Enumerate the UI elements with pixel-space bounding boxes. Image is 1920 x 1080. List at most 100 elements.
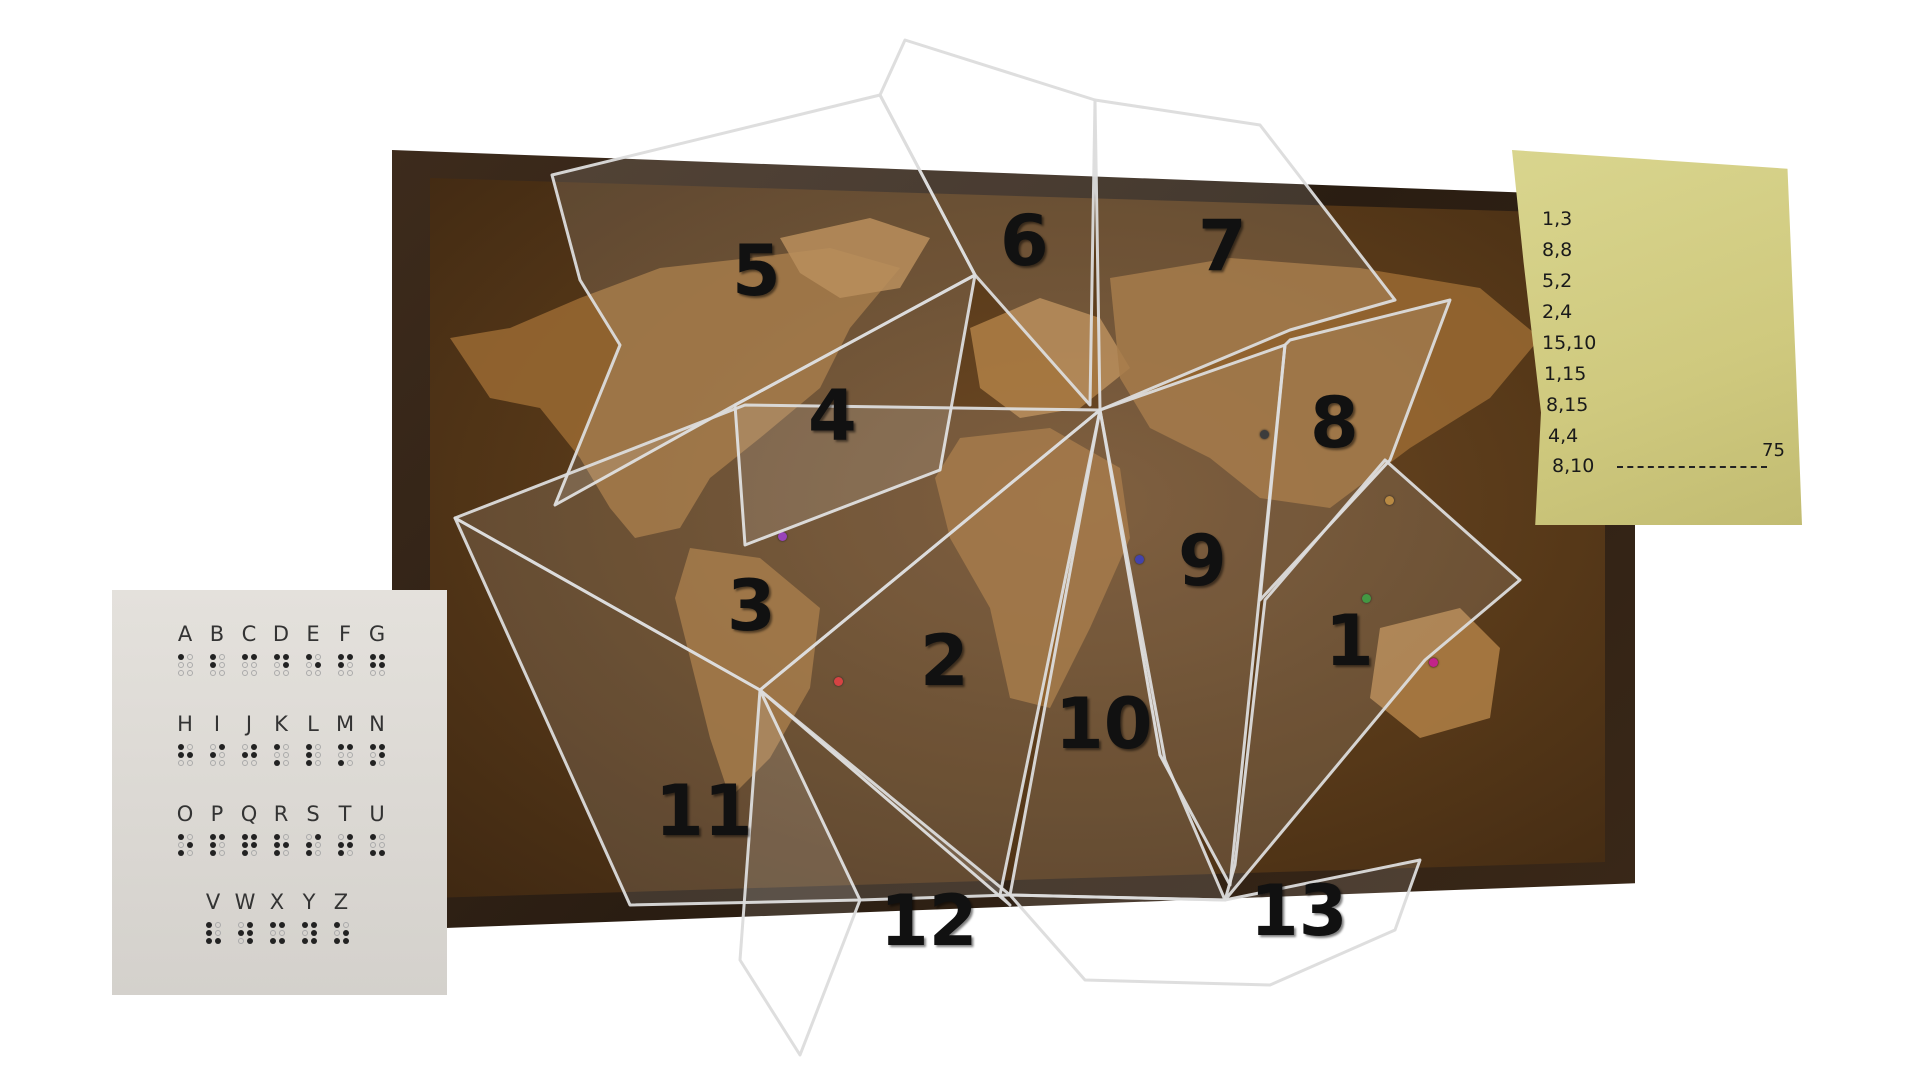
braille-dot: [273, 850, 280, 856]
braille-dot: [346, 654, 353, 660]
braille-dot: [218, 654, 225, 660]
shard-4[interactable]: [733, 273, 977, 547]
braille-dot: [346, 842, 353, 848]
braille-dot: [209, 752, 216, 758]
braille-dot: [342, 930, 349, 936]
answer-blank-dashes: [1617, 466, 1767, 468]
braille-letter: T: [338, 802, 352, 826]
braille-dot: [378, 842, 385, 848]
asia-shape: [1110, 258, 1540, 508]
braille-cell-a: A: [172, 622, 198, 676]
braille-dot: [305, 662, 312, 668]
braille-dot: [177, 744, 184, 750]
braille-cell-f: F: [332, 622, 358, 676]
braille-dot: [237, 930, 244, 936]
braille-dot: [186, 834, 193, 840]
sticky-note[interactable]: 1,3 8,8 5,2 2,4 15,10 1,15 8,15 4,4 8,10…: [1512, 150, 1802, 525]
map-pin-red[interactable]: [834, 677, 843, 686]
braille-dot: [282, 760, 289, 766]
braille-cell-c: C: [236, 622, 262, 676]
braille-letter: I: [213, 712, 221, 736]
map-pin-blue[interactable]: [1135, 555, 1144, 564]
braille-cell-j: J: [236, 712, 262, 766]
braille-dot: [186, 670, 193, 676]
braille-cell-q: Q: [236, 802, 262, 856]
braille-dot: [282, 752, 289, 758]
braille-letter: N: [369, 712, 385, 736]
braille-dots: [332, 744, 358, 766]
braille-dot: [305, 744, 312, 750]
braille-letter: D: [272, 622, 290, 646]
braille-dot: [241, 834, 248, 840]
braille-dot: [250, 744, 257, 750]
braille-dot: [273, 662, 280, 668]
braille-dot: [305, 834, 312, 840]
braille-dot: [310, 938, 317, 944]
braille-dot: [310, 930, 317, 936]
map-pin-purple[interactable]: [778, 532, 787, 541]
shard-label-11: 11: [655, 770, 753, 852]
map-pin-amber[interactable]: [1385, 496, 1394, 505]
braille-cell-p: P: [204, 802, 230, 856]
braille-dot: [177, 850, 184, 856]
braille-letter: P: [210, 802, 224, 826]
braille-dot: [241, 744, 248, 750]
braille-dot: [205, 938, 212, 944]
braille-dot: [314, 850, 321, 856]
braille-dot: [241, 752, 248, 758]
braille-dot: [314, 842, 321, 848]
braille-dot: [209, 744, 216, 750]
braille-dot: [209, 654, 216, 660]
braille-letter: A: [177, 622, 193, 646]
braille-dot: [186, 752, 193, 758]
braille-cell-w: W: [232, 890, 258, 944]
braille-dot: [186, 744, 193, 750]
braille-dot: [209, 842, 216, 848]
braille-dot: [369, 654, 376, 660]
braille-dot: [278, 930, 285, 936]
braille-letter: H: [177, 712, 193, 736]
shard-12[interactable]: [738, 688, 1012, 1057]
braille-letter: M: [335, 712, 355, 736]
shard-7[interactable]: [1093, 98, 1397, 412]
braille-dot: [237, 938, 244, 944]
south-america-shape: [675, 548, 820, 798]
braille-dot: [214, 930, 221, 936]
braille-dot: [378, 834, 385, 840]
braille-letter: E: [306, 622, 320, 646]
braille-dot: [337, 834, 344, 840]
map-pin-green[interactable]: [1362, 594, 1371, 603]
braille-dot: [214, 938, 221, 944]
braille-dot: [209, 662, 216, 668]
shard-13[interactable]: [1008, 858, 1422, 987]
braille-dot: [186, 654, 193, 660]
shard-6[interactable]: [878, 38, 1097, 407]
braille-dot: [282, 850, 289, 856]
braille-dots: [200, 922, 226, 944]
braille-letter: G: [368, 622, 386, 646]
braille-dot: [250, 842, 257, 848]
braille-dot: [177, 760, 184, 766]
braille-dot: [177, 654, 184, 660]
braille-dot: [305, 752, 312, 758]
braille-dot: [177, 752, 184, 758]
braille-dot: [218, 752, 225, 758]
map-pin-magenta[interactable]: [1429, 658, 1438, 667]
braille-dot: [305, 760, 312, 766]
shard-1[interactable]: [1223, 458, 1522, 902]
braille-dots: [300, 744, 326, 766]
braille-letter: O: [176, 802, 194, 826]
braille-dot: [337, 760, 344, 766]
braille-dot: [214, 922, 221, 928]
map-pin-black[interactable]: [1260, 430, 1269, 439]
braille-letter: L: [307, 712, 319, 736]
braille-letter: W: [234, 890, 256, 914]
braille-dots: [300, 654, 326, 676]
braille-dot: [337, 842, 344, 848]
braille-dot: [273, 752, 280, 758]
braille-cell-t: T: [332, 802, 358, 856]
braille-dot: [273, 670, 280, 676]
